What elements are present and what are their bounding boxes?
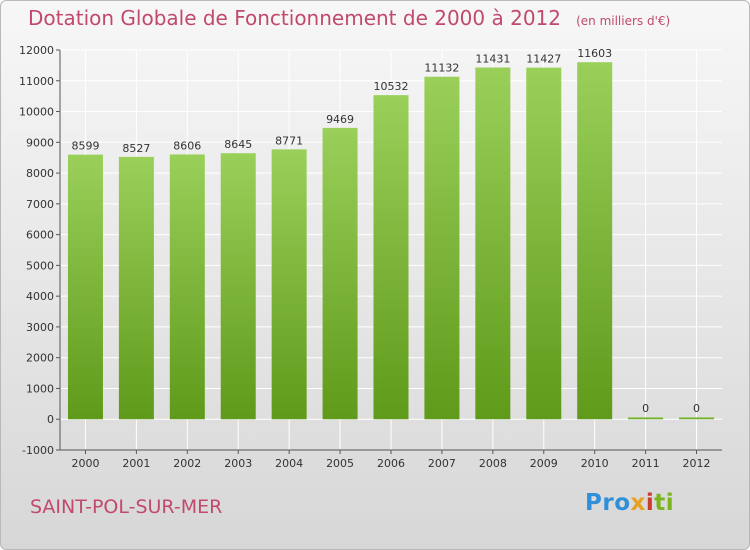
data-label: 11603 (577, 47, 612, 60)
x-axis-ticks: 2000 2001 2002 2003 2004 2005 2006 2007 2008 2009… (71, 450, 711, 470)
chart-subtitle: (en milliers d'€) (576, 14, 671, 28)
y-tick-label: 0 (47, 413, 54, 426)
x-tick-label: 2007 (428, 457, 456, 470)
data-label: 11427 (526, 53, 561, 66)
bar (118, 156, 154, 420)
bar (67, 154, 103, 420)
y-tick-label: 1000 (26, 382, 54, 395)
y-tick-label: 7000 (26, 198, 54, 211)
logo-part: x (630, 490, 646, 516)
y-tick-label: 8000 (26, 167, 54, 180)
y-tick-label: 3000 (26, 321, 54, 334)
logo-part: ti (654, 490, 675, 516)
x-tick-label: 2010 (581, 457, 609, 470)
bar (628, 417, 664, 420)
bar (220, 153, 256, 420)
data-label: 8599 (71, 140, 99, 153)
x-tick-label: 2004 (275, 457, 303, 470)
data-label: 9469 (326, 113, 354, 126)
bar (577, 62, 613, 420)
bar (271, 149, 307, 420)
chart-title: Dotation Globale de Fonctionnement de 20… (28, 6, 561, 30)
x-tick-label: 2005 (326, 457, 354, 470)
x-tick-label: 2002 (173, 457, 201, 470)
x-tick-label: 2000 (71, 457, 99, 470)
y-tick-label: 2000 (26, 352, 54, 365)
proxiti-logo[interactable]: Proxiti (585, 490, 674, 516)
data-label: 0 (642, 402, 649, 415)
x-tick-label: 2011 (632, 457, 660, 470)
logo-part: i (645, 490, 655, 516)
bar (322, 127, 358, 420)
chart-header: Dotation Globale de Fonctionnement de 20… (28, 6, 670, 30)
data-label: 11431 (475, 53, 510, 66)
logo-part: Pro (585, 490, 631, 516)
x-tick-label: 2012 (683, 457, 711, 470)
y-tick-label: 9000 (26, 136, 54, 149)
y-tick-label: 11000 (19, 75, 54, 88)
y-tick-label: 10000 (19, 106, 54, 119)
data-label: 0 (693, 402, 700, 415)
data-label: 10532 (374, 80, 409, 93)
x-tick-label: 2003 (224, 457, 252, 470)
y-axis-ticks: -1000 0 1000 2000 3000 4000 5000 6000 7000 8000 90… (19, 44, 60, 457)
data-label: 8645 (224, 138, 252, 151)
y-tick-label: -1000 (22, 444, 54, 457)
data-label: 8606 (173, 139, 201, 152)
x-tick-label: 2006 (377, 457, 405, 470)
bar (526, 67, 562, 420)
bar (424, 76, 460, 420)
y-tick-label: 6000 (26, 229, 54, 242)
y-tick-label: 5000 (26, 259, 54, 272)
data-label: 11132 (424, 62, 459, 75)
x-tick-label: 2009 (530, 457, 558, 470)
bar (475, 67, 511, 420)
y-tick-label: 4000 (26, 290, 54, 303)
bar (373, 95, 409, 420)
bars: 8599 8527 8606 8645 8771 9469 10532 11132 11431 1… (67, 47, 715, 420)
y-tick-label: 12000 (19, 44, 54, 57)
bar (679, 417, 715, 420)
x-tick-label: 2001 (122, 457, 150, 470)
data-label: 8771 (275, 134, 303, 147)
x-tick-label: 2008 (479, 457, 507, 470)
bar (169, 154, 205, 420)
city-name: SAINT-POL-SUR-MER (30, 496, 223, 518)
data-label: 8527 (122, 142, 150, 155)
